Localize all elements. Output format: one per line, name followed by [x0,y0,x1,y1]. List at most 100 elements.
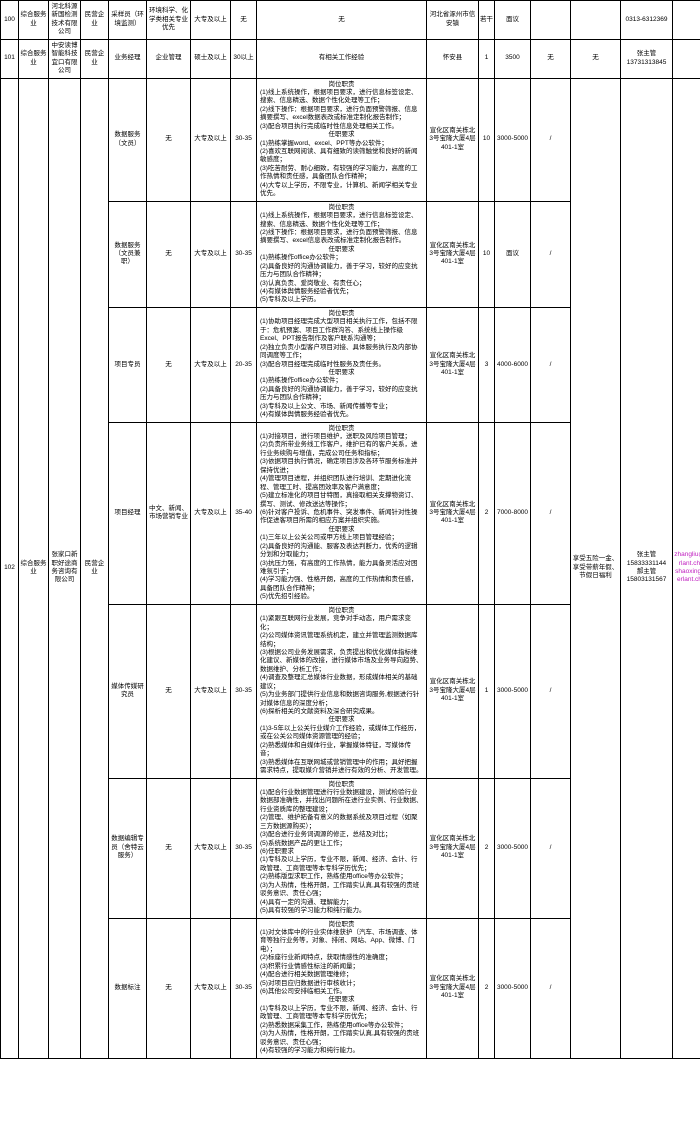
contact: 张主管 15833331144郝主管 15803131567 [621,78,673,1058]
extra-col-2: 张主管 13731313845 [621,39,673,78]
note: / [531,918,571,1058]
education: 大专及以上 [191,604,231,778]
major: 无 [147,604,191,778]
note: / [531,201,571,307]
education: 大专及以上 [191,778,231,918]
description: 有相关工作经验 [257,39,427,78]
position: 项目经理 [109,422,147,604]
count: 1 [479,39,495,78]
age: 30-35 [231,201,257,307]
company: 张家口新职好途商务咨询有限公司 [49,78,81,1058]
count: 10 [479,78,495,201]
position: 数据服务（文员） [109,78,147,201]
age: 20-35 [231,307,257,422]
salary: 面议 [495,201,531,307]
education: 硕士及以上 [191,39,231,78]
count: 1 [479,604,495,778]
nature: 民营企业 [81,1,109,40]
nature: 民营企业 [81,78,109,1058]
major: 无 [147,307,191,422]
education: 大专及以上 [191,78,231,201]
age: 30-35 [231,778,257,918]
location: 宣化区南关栋北3号宝隆大厦4层401-1室 [427,918,479,1058]
job-description: 岗位职责(1)配合行业数据管理进行行业数据建设，测试检验行业数据部准确性，并找出… [257,778,427,918]
extra-col-1 [571,1,621,40]
location: 宣化区南关栋北3号宝隆大厦4层401-1室 [427,604,479,778]
education: 大专及以上 [191,918,231,1058]
category: 综合服务业 [19,39,49,78]
location: 怀安县 [427,39,479,78]
education: 大专及以上 [191,307,231,422]
count: 若干 [479,1,495,40]
job-description: 岗位职责(1)紧跟互联网行业发展，竞争对手动态，用户需求变化；(2)公司媒体资讯… [257,604,427,778]
job-description: 岗位职责(1)对文体库中的行业实体维获护（汽车、市场调查、体育等独行业务等，对象… [257,918,427,1058]
age: 35-40 [231,422,257,604]
count: 10 [479,201,495,307]
salary: 3500 [495,39,531,78]
note: / [531,307,571,422]
welfare: 享受五险一金、享受带薪年假、节假日福利 [571,78,621,1058]
major: 无 [147,78,191,201]
position: 业务经理 [109,39,147,78]
location: 宣化区南关栋北3号宝隆大厦4层401-1室 [427,778,479,918]
job-description: 岗位职责(1)线上系统操作，根据项目要求，进行信息标签设定、搜索、信息精选、数据… [257,201,427,307]
note: / [531,604,571,778]
location: 宣化区南关栋北3号宝隆大厦4层401-1室 [427,201,479,307]
location: 宣化区南关栋北3号宝隆大厦4层401-1室 [427,422,479,604]
position: 数据标注 [109,918,147,1058]
education: 大专及以上 [191,1,231,40]
extra-col-3 [673,1,700,40]
age: 30-35 [231,604,257,778]
position: 数据服务（文员兼职） [109,201,147,307]
count: 2 [479,422,495,604]
salary: 3000-5000 [495,778,531,918]
row-no: 101 [1,39,19,78]
job-description: 岗位职责(1)协助项目经理完成大型项目相关执行工作，包括不限于：危机预案、项目工… [257,307,427,422]
category: 综合服务业 [19,1,49,40]
age: 30-35 [231,918,257,1058]
email: zhangliu@chverlant.ch.comshaoxing@chverl… [673,78,700,1058]
major: 中文、新闻、市场营销专业 [147,422,191,604]
count: 3 [479,307,495,422]
extra-col-3 [673,39,700,78]
age: 30以上 [231,39,257,78]
description: 无 [257,1,427,40]
salary: 3000-5000 [495,918,531,1058]
job-description: 岗位职责(1)线上系统操作，根据项目要求，进行信息标签设定、搜索、信息精选、数据… [257,78,427,201]
extra-col-1: 无 [571,39,621,78]
salary: 7000-8000 [495,422,531,604]
recruitment-table: 100综合服务业河北科源新国检测技术有限公司民营企业采样员（环境监测）环境科学、… [0,0,700,1059]
note: / [531,78,571,201]
major: 企业管理 [147,39,191,78]
age: 无 [231,1,257,40]
nature: 民营企业 [81,39,109,78]
position: 采样员（环境监测） [109,1,147,40]
position: 数据编辑专员（舍特云服务） [109,778,147,918]
position: 媒体传媒研究员 [109,604,147,778]
major: 无 [147,778,191,918]
age: 30-35 [231,78,257,201]
count: 2 [479,778,495,918]
major: 环境科学、化学类相关专业优先 [147,1,191,40]
job-description: 岗位职责(1)对接项目，进行项目维护，送职及风险项目管理；(2)负责所带业务线工… [257,422,427,604]
major: 无 [147,201,191,307]
location: 宣化区南关栋北3号宝隆大厦4层401-1室 [427,307,479,422]
salary: 4000-6000 [495,307,531,422]
position: 项目专员 [109,307,147,422]
salary: 面议 [495,1,531,40]
company: 河北科源新国检测技术有限公司 [49,1,81,40]
education: 大专及以上 [191,201,231,307]
salary: 3000-5000 [495,78,531,201]
extra-col-2: 0313-6312369 [621,1,673,40]
education: 大专及以上 [191,422,231,604]
count: 2 [479,918,495,1058]
row-no: 100 [1,1,19,40]
salary: 3000-5000 [495,604,531,778]
extra-col-0: 无 [531,39,571,78]
location: 河北省涿州市信安镇 [427,1,479,40]
category: 综合服务业 [19,78,49,1058]
note: / [531,422,571,604]
row-no: 102 [1,78,19,1058]
location: 宣化区南关栋北3号宝隆大厦4层401-1室 [427,78,479,201]
note: / [531,778,571,918]
